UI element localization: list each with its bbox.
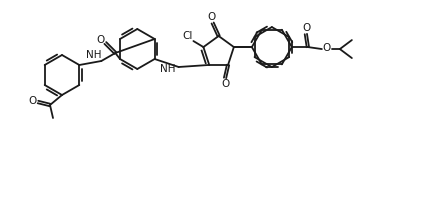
Text: O: O bbox=[221, 79, 229, 89]
Text: O: O bbox=[207, 12, 216, 22]
Text: Cl: Cl bbox=[182, 31, 193, 41]
Text: O: O bbox=[29, 96, 37, 106]
Text: NH: NH bbox=[86, 50, 101, 60]
Text: O: O bbox=[323, 43, 331, 53]
Text: O: O bbox=[96, 35, 104, 45]
Text: NH: NH bbox=[160, 64, 175, 74]
Text: O: O bbox=[303, 23, 311, 33]
